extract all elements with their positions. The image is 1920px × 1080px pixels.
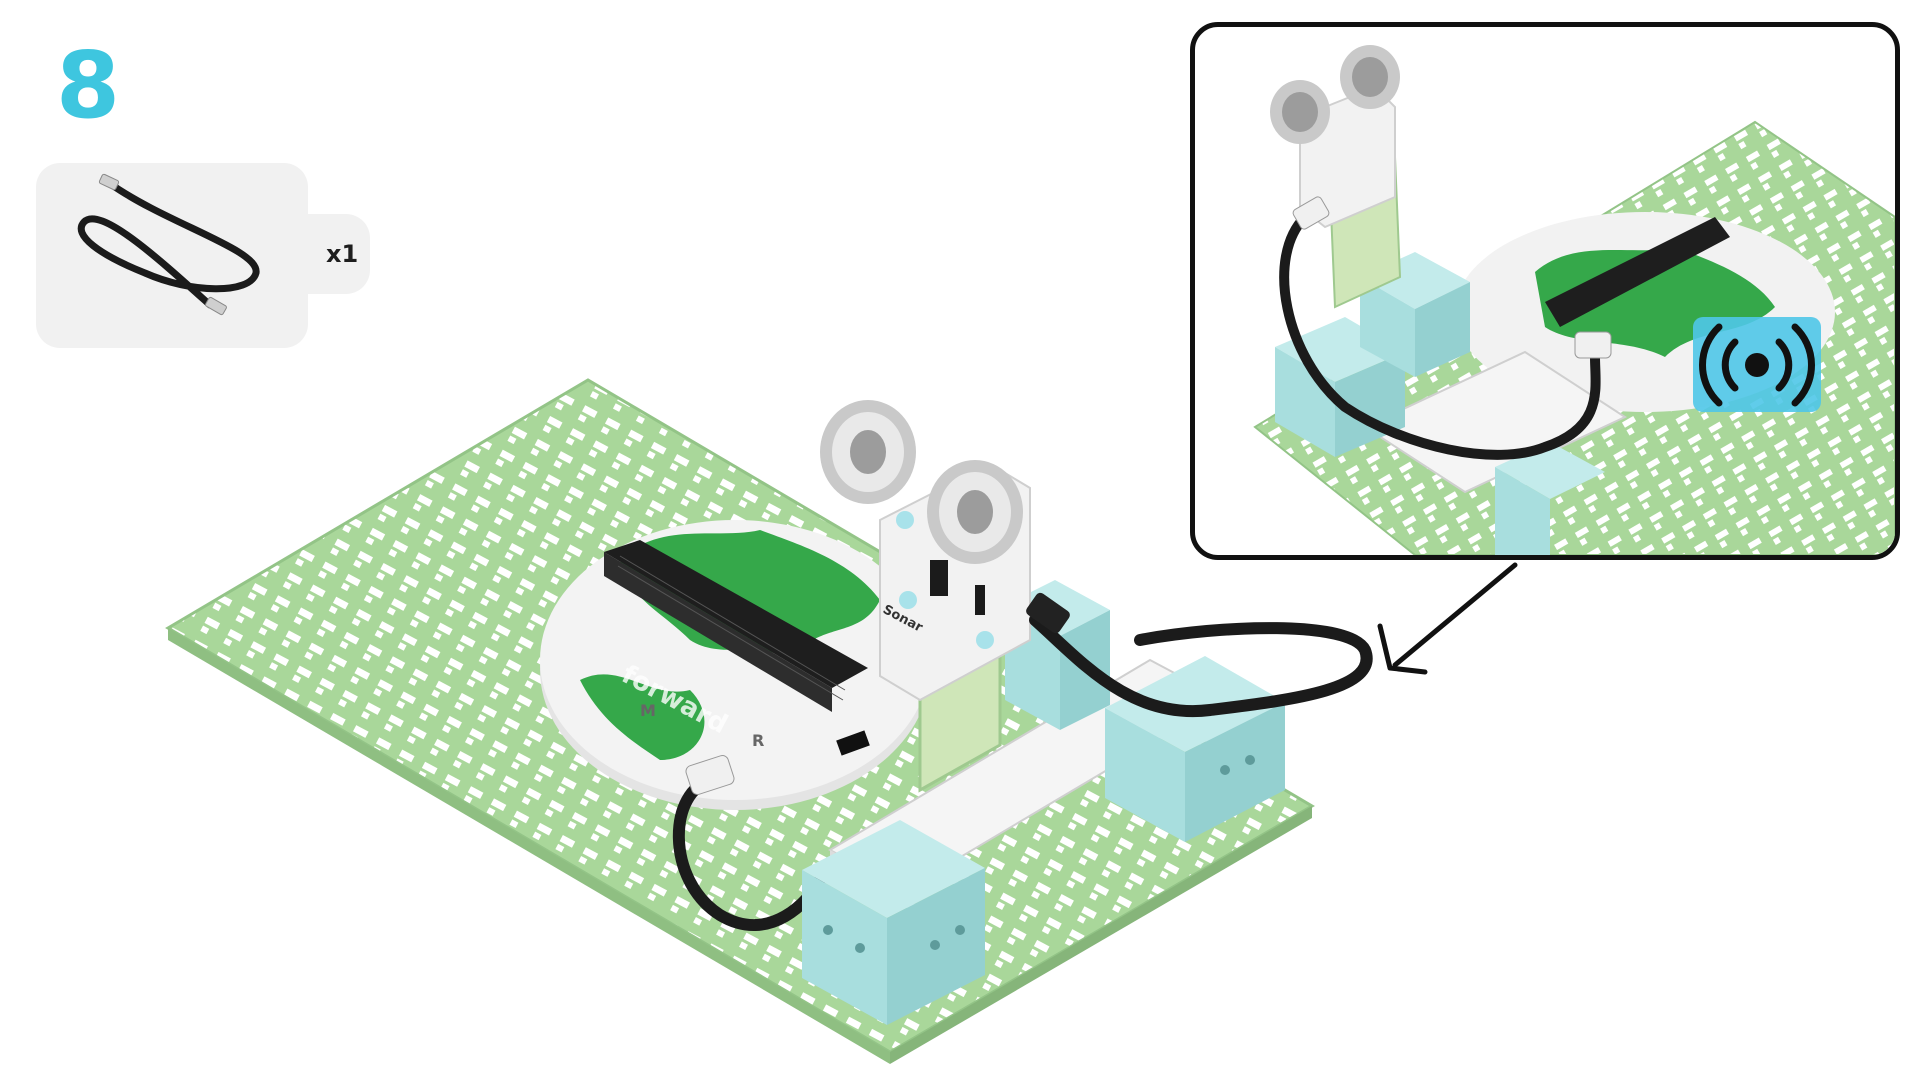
board-marking-r: R <box>752 731 764 750</box>
sonar-sensor: Sonar <box>820 400 1031 702</box>
cable-icon <box>77 173 260 316</box>
step-number: 8 <box>56 32 121 139</box>
cube-front <box>802 820 985 1025</box>
left-cable <box>672 774 826 931</box>
wireless-signal-icon <box>1693 317 1821 412</box>
cube-right <box>1105 656 1285 842</box>
controller-board: forward M R <box>540 520 930 810</box>
part-quantity: x1 <box>326 240 359 268</box>
detail-view <box>1190 22 1900 560</box>
right-cable <box>1029 614 1373 718</box>
arrow-icon <box>1377 562 1518 675</box>
detail-illustration <box>1253 45 1895 555</box>
board-marking-m: M <box>640 701 656 720</box>
parts-panel <box>36 163 308 348</box>
